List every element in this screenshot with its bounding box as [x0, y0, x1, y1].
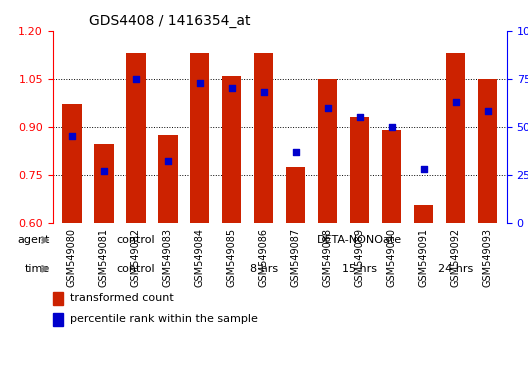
Point	[164, 158, 172, 164]
Point	[388, 124, 396, 130]
Bar	[414, 205, 433, 223]
Point	[100, 168, 108, 174]
Text: GDS4408 / 1416354_at: GDS4408 / 1416354_at	[89, 14, 251, 28]
Bar	[382, 130, 401, 223]
Bar	[158, 135, 177, 223]
Text: transformed count: transformed count	[70, 293, 173, 303]
Bar	[126, 53, 146, 223]
Text: control: control	[117, 264, 155, 274]
Text: 24 hrs: 24 hrs	[438, 264, 473, 274]
Bar	[95, 144, 114, 223]
Text: time: time	[25, 264, 50, 274]
Bar	[62, 104, 82, 223]
Text: DETA-NONOate: DETA-NONOate	[317, 235, 402, 245]
Point	[68, 133, 76, 139]
Bar	[190, 53, 210, 223]
Bar	[254, 53, 274, 223]
Point	[196, 79, 204, 86]
Bar	[478, 79, 497, 223]
Bar	[286, 167, 305, 223]
Text: 8 hrs: 8 hrs	[250, 264, 278, 274]
Point	[324, 104, 332, 111]
Bar	[53, 313, 63, 326]
Point	[291, 149, 300, 155]
Text: control: control	[117, 235, 155, 245]
Text: percentile rank within the sample: percentile rank within the sample	[70, 314, 258, 324]
Bar	[318, 79, 337, 223]
Point	[484, 108, 492, 114]
Point	[228, 85, 236, 91]
Point	[355, 114, 364, 120]
Text: 15 hrs: 15 hrs	[342, 264, 378, 274]
Point	[260, 89, 268, 95]
Bar	[222, 76, 241, 223]
Bar	[446, 53, 465, 223]
Bar	[53, 292, 63, 305]
Bar	[350, 117, 370, 223]
Point	[420, 166, 428, 172]
Text: agent: agent	[18, 235, 50, 245]
Point	[451, 99, 460, 105]
Point	[131, 76, 140, 82]
